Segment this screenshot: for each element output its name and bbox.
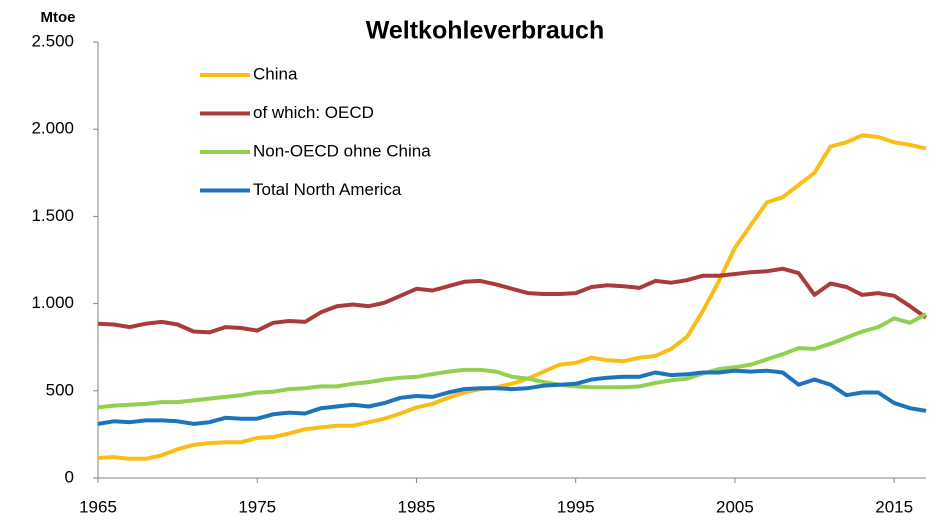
y-tick-label: 1.500 xyxy=(31,206,74,225)
y-tick-label: 2.000 xyxy=(31,119,74,138)
series-line xyxy=(97,266,928,335)
x-tick-label: 1975 xyxy=(238,497,276,516)
x-tick-label: 1965 xyxy=(79,497,117,516)
legend-label: of which: OECD xyxy=(253,103,374,122)
series-line xyxy=(97,133,927,461)
y-axis-unit: Mtoe xyxy=(41,9,76,26)
y-tick-label: 1.000 xyxy=(31,293,74,312)
series-line xyxy=(97,368,927,426)
x-tick-label: 1985 xyxy=(398,497,436,516)
x-tick-label: 1995 xyxy=(557,497,595,516)
x-tick-label: 2005 xyxy=(716,497,754,516)
chart-title: Weltkohleverbrauch xyxy=(366,17,605,45)
legend-label: Non-OECD ohne China xyxy=(253,141,431,160)
y-tick-label: 2.500 xyxy=(31,31,74,50)
y-tick-label: 500 xyxy=(46,380,74,399)
legend-label: Total North America xyxy=(253,180,402,199)
legend-label: China xyxy=(253,64,298,83)
series-line xyxy=(97,312,927,410)
x-tick-label: 2015 xyxy=(875,497,913,516)
y-tick-label: 0 xyxy=(65,467,74,486)
